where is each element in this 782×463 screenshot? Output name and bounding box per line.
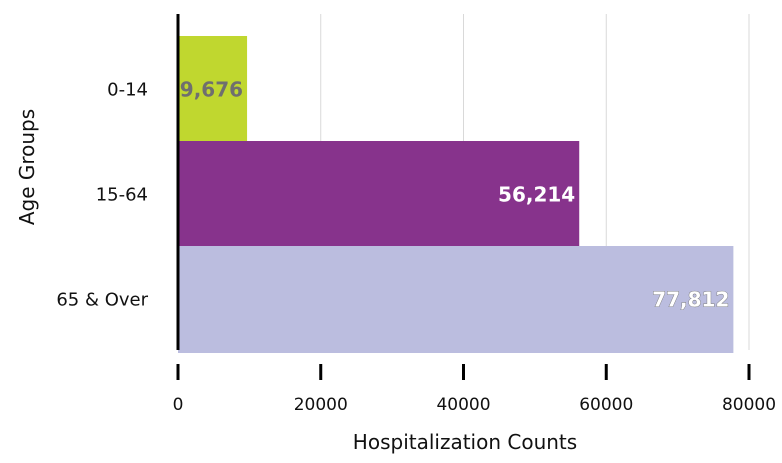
bar-0-14 <box>178 36 248 143</box>
bar-15-64 <box>178 141 580 248</box>
x-tick-label: 60000 <box>579 395 633 415</box>
bar-65-over <box>178 246 734 353</box>
labels: 0 20000 40000 60000 80000 0-14 15-64 65 & Over 9… <box>56 78 776 416</box>
bars <box>178 36 734 353</box>
y-axis-title: Age Groups <box>15 109 39 225</box>
x-tick-label: 20000 <box>294 395 348 415</box>
data-label: 56,214 <box>498 183 575 207</box>
data-label: 77,812 <box>652 288 729 312</box>
axes <box>176 14 751 380</box>
data-label: 9,676 <box>180 78 243 102</box>
y-category-label: 0-14 <box>107 80 148 101</box>
x-axis-title: Hospitalization Counts <box>353 430 577 454</box>
y-category-label: 65 & Over <box>56 290 148 311</box>
x-tick-label: 80000 <box>722 395 776 415</box>
y-category-label: 15-64 <box>96 185 148 206</box>
x-tick-label: 40000 <box>436 395 490 415</box>
x-tick-label: 0 <box>173 395 184 415</box>
